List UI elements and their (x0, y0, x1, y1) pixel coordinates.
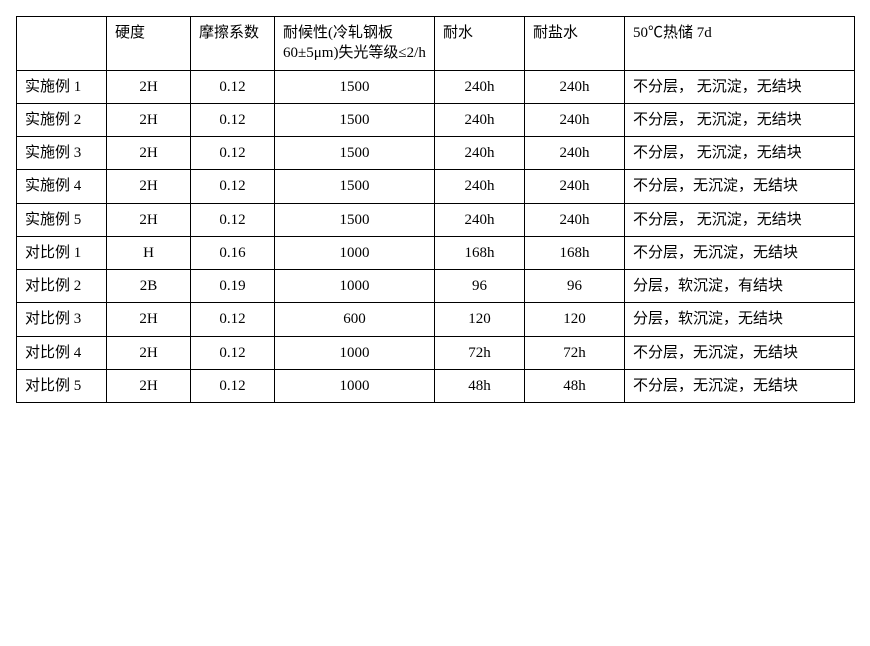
cell-hardness: 2H (107, 137, 191, 170)
col-header-label (17, 17, 107, 71)
cell-hardness: 2B (107, 270, 191, 303)
cell-hardness: 2H (107, 103, 191, 136)
table-row: 实施例 22H0.121500240h240h不分层， 无沉淀，无结块 (17, 103, 855, 136)
cell-water: 240h (435, 70, 525, 103)
table-row: 实施例 12H0.121500240h240h不分层， 无沉淀，无结块 (17, 70, 855, 103)
cell-salt: 120 (525, 303, 625, 336)
cell-storage: 不分层， 无沉淀，无结块 (625, 203, 855, 236)
table-row: 实施例 52H0.121500240h240h不分层， 无沉淀，无结块 (17, 203, 855, 236)
cell-storage: 分层，软沉淀，有结块 (625, 270, 855, 303)
cell-salt: 72h (525, 336, 625, 369)
cell-salt: 240h (525, 170, 625, 203)
cell-water: 96 (435, 270, 525, 303)
col-header-hardness: 硬度 (107, 17, 191, 71)
cell-hardness: 2H (107, 170, 191, 203)
table-row: 对比例 22B0.1910009696分层，软沉淀，有结块 (17, 270, 855, 303)
cell-salt: 168h (525, 236, 625, 269)
cell-storage: 不分层，无沉淀，无结块 (625, 369, 855, 402)
cell-hardness: 2H (107, 203, 191, 236)
col-header-weather: 耐候性(冷轧钢板 60±5μm)失光等级≤2/h (275, 17, 435, 71)
col-header-friction: 摩擦系数 (191, 17, 275, 71)
cell-hardness: 2H (107, 369, 191, 402)
table-row: 对比例 1H0.161000168h168h不分层，无沉淀，无结块 (17, 236, 855, 269)
cell-weather: 1000 (275, 270, 435, 303)
cell-water: 48h (435, 369, 525, 402)
col-header-salt: 耐盐水 (525, 17, 625, 71)
cell-weather: 1000 (275, 236, 435, 269)
cell-storage: 不分层，无沉淀，无结块 (625, 336, 855, 369)
cell-label: 对比例 4 (17, 336, 107, 369)
cell-friction: 0.12 (191, 203, 275, 236)
cell-friction: 0.12 (191, 303, 275, 336)
cell-label: 实施例 2 (17, 103, 107, 136)
cell-weather: 600 (275, 303, 435, 336)
cell-friction: 0.12 (191, 369, 275, 402)
cell-hardness: H (107, 236, 191, 269)
cell-weather: 1500 (275, 137, 435, 170)
table-row: 对比例 42H0.12100072h72h不分层，无沉淀，无结块 (17, 336, 855, 369)
cell-salt: 96 (525, 270, 625, 303)
cell-water: 72h (435, 336, 525, 369)
table-row: 实施例 42H0.121500240h240h不分层，无沉淀，无结块 (17, 170, 855, 203)
results-table: 硬度 摩擦系数 耐候性(冷轧钢板 60±5μm)失光等级≤2/h 耐水 耐盐水 … (16, 16, 855, 403)
table-row: 实施例 32H0.121500240h240h不分层， 无沉淀，无结块 (17, 137, 855, 170)
cell-salt: 240h (525, 70, 625, 103)
cell-label: 实施例 5 (17, 203, 107, 236)
cell-storage: 不分层，无沉淀，无结块 (625, 236, 855, 269)
cell-storage: 不分层，无沉淀，无结块 (625, 170, 855, 203)
cell-salt: 240h (525, 203, 625, 236)
cell-label: 对比例 5 (17, 369, 107, 402)
cell-water: 240h (435, 137, 525, 170)
cell-friction: 0.16 (191, 236, 275, 269)
cell-hardness: 2H (107, 336, 191, 369)
cell-storage: 不分层， 无沉淀，无结块 (625, 103, 855, 136)
cell-weather: 1000 (275, 336, 435, 369)
cell-label: 对比例 3 (17, 303, 107, 336)
col-header-water: 耐水 (435, 17, 525, 71)
cell-weather: 1000 (275, 369, 435, 402)
cell-salt: 48h (525, 369, 625, 402)
table-row: 对比例 32H0.12600120120分层，软沉淀，无结块 (17, 303, 855, 336)
cell-label: 实施例 4 (17, 170, 107, 203)
cell-weather: 1500 (275, 103, 435, 136)
cell-friction: 0.12 (191, 103, 275, 136)
cell-hardness: 2H (107, 303, 191, 336)
cell-label: 实施例 1 (17, 70, 107, 103)
cell-friction: 0.12 (191, 70, 275, 103)
cell-salt: 240h (525, 137, 625, 170)
cell-hardness: 2H (107, 70, 191, 103)
table-body: 实施例 12H0.121500240h240h不分层， 无沉淀，无结块实施例 2… (17, 70, 855, 403)
cell-friction: 0.19 (191, 270, 275, 303)
table-row: 对比例 52H0.12100048h48h不分层，无沉淀，无结块 (17, 369, 855, 402)
table-header: 硬度 摩擦系数 耐候性(冷轧钢板 60±5μm)失光等级≤2/h 耐水 耐盐水 … (17, 17, 855, 71)
col-header-storage: 50℃热储 7d (625, 17, 855, 71)
cell-weather: 1500 (275, 170, 435, 203)
cell-water: 240h (435, 203, 525, 236)
cell-label: 对比例 1 (17, 236, 107, 269)
cell-label: 实施例 3 (17, 137, 107, 170)
table-header-row: 硬度 摩擦系数 耐候性(冷轧钢板 60±5μm)失光等级≤2/h 耐水 耐盐水 … (17, 17, 855, 71)
cell-friction: 0.12 (191, 170, 275, 203)
cell-friction: 0.12 (191, 336, 275, 369)
cell-weather: 1500 (275, 70, 435, 103)
cell-storage: 不分层， 无沉淀，无结块 (625, 137, 855, 170)
cell-storage: 分层，软沉淀，无结块 (625, 303, 855, 336)
cell-water: 120 (435, 303, 525, 336)
cell-storage: 不分层， 无沉淀，无结块 (625, 70, 855, 103)
cell-water: 240h (435, 170, 525, 203)
cell-water: 240h (435, 103, 525, 136)
cell-water: 168h (435, 236, 525, 269)
cell-salt: 240h (525, 103, 625, 136)
cell-weather: 1500 (275, 203, 435, 236)
cell-label: 对比例 2 (17, 270, 107, 303)
cell-friction: 0.12 (191, 137, 275, 170)
